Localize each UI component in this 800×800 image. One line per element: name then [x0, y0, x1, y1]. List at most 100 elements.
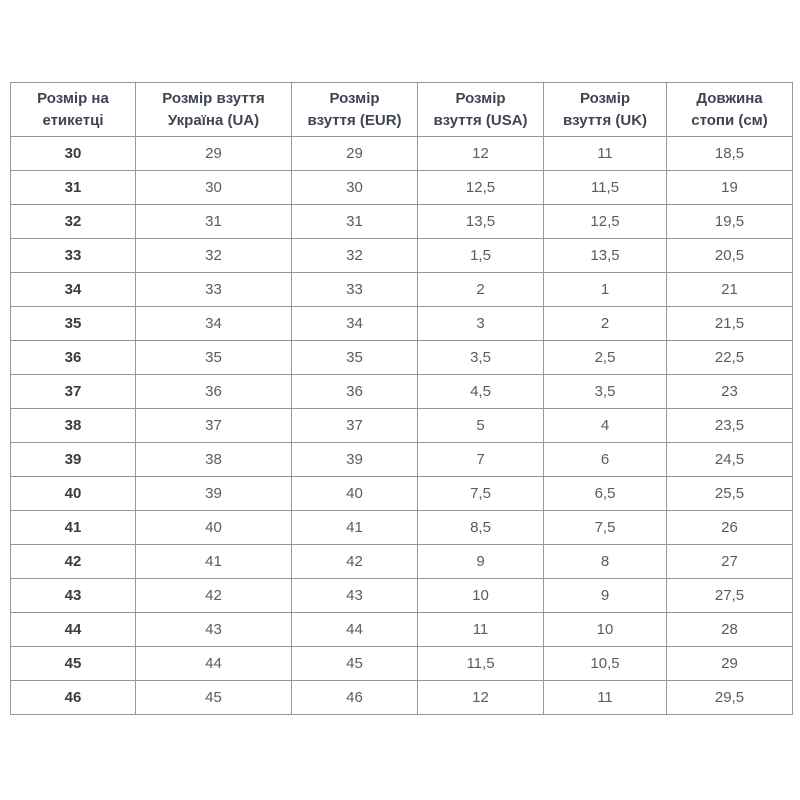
table-row: 30 29 29 12 11 18,5: [10, 136, 793, 171]
cell-usa-size: 3: [417, 306, 544, 341]
column-header-eur-size: Розмір взуття (EUR): [291, 82, 418, 137]
cell-foot-length: 23: [666, 374, 793, 409]
cell-usa-size: 7,5: [417, 476, 544, 511]
cell-usa-size: 5: [417, 408, 544, 443]
cell-label-size: 42: [10, 544, 136, 579]
cell-ua-size: 33: [135, 272, 292, 307]
cell-label-size: 33: [10, 238, 136, 273]
cell-ua-size: 36: [135, 374, 292, 409]
cell-foot-length: 27,5: [666, 578, 793, 613]
cell-label-size: 46: [10, 680, 136, 715]
cell-ua-size: 30: [135, 170, 292, 205]
table-row: 36 35 35 3,5 2,5 22,5: [10, 340, 793, 375]
cell-eur-size: 37: [291, 408, 418, 443]
cell-foot-length: 21: [666, 272, 793, 307]
cell-foot-length: 23,5: [666, 408, 793, 443]
cell-usa-size: 10: [417, 578, 544, 613]
cell-uk-size: 11,5: [543, 170, 667, 205]
cell-usa-size: 12,5: [417, 170, 544, 205]
cell-eur-size: 41: [291, 510, 418, 545]
cell-eur-size: 30: [291, 170, 418, 205]
cell-ua-size: 35: [135, 340, 292, 375]
column-header-uk-size: Розмір взуття (UK): [543, 82, 667, 137]
cell-eur-size: 43: [291, 578, 418, 613]
cell-foot-length: 25,5: [666, 476, 793, 511]
cell-label-size: 36: [10, 340, 136, 375]
cell-uk-size: 8: [543, 544, 667, 579]
cell-ua-size: 32: [135, 238, 292, 273]
cell-uk-size: 4: [543, 408, 667, 443]
table-header-row: Розмір на етикетці Розмір взуття Україна…: [10, 82, 793, 137]
cell-foot-length: 26: [666, 510, 793, 545]
table-row: 40 39 40 7,5 6,5 25,5: [10, 476, 793, 511]
column-header-label-size: Розмір на етикетці: [10, 82, 136, 137]
cell-eur-size: 42: [291, 544, 418, 579]
cell-foot-length: 20,5: [666, 238, 793, 273]
cell-label-size: 34: [10, 272, 136, 307]
shoe-size-conversion-table: Розмір на етикетці Розмір взуття Україна…: [10, 82, 793, 715]
table-row: 37 36 36 4,5 3,5 23: [10, 374, 793, 409]
table-row: 42 41 42 9 8 27: [10, 544, 793, 579]
cell-eur-size: 44: [291, 612, 418, 647]
cell-ua-size: 29: [135, 136, 292, 171]
cell-foot-length: 27: [666, 544, 793, 579]
cell-usa-size: 2: [417, 272, 544, 307]
cell-eur-size: 31: [291, 204, 418, 239]
cell-ua-size: 34: [135, 306, 292, 341]
cell-ua-size: 45: [135, 680, 292, 715]
table-row: 46 45 46 12 11 29,5: [10, 680, 793, 715]
cell-label-size: 41: [10, 510, 136, 545]
cell-eur-size: 29: [291, 136, 418, 171]
cell-usa-size: 3,5: [417, 340, 544, 375]
cell-usa-size: 9: [417, 544, 544, 579]
cell-uk-size: 10,5: [543, 646, 667, 681]
cell-uk-size: 9: [543, 578, 667, 613]
cell-eur-size: 45: [291, 646, 418, 681]
cell-label-size: 39: [10, 442, 136, 477]
table-row: 35 34 34 3 2 21,5: [10, 306, 793, 341]
cell-foot-length: 18,5: [666, 136, 793, 171]
cell-foot-length: 19: [666, 170, 793, 205]
cell-label-size: 31: [10, 170, 136, 205]
table-row: 44 43 44 11 10 28: [10, 612, 793, 647]
column-header-usa-size: Розмір взуття (USA): [417, 82, 544, 137]
cell-label-size: 30: [10, 136, 136, 171]
table-row: 39 38 39 7 6 24,5: [10, 442, 793, 477]
cell-usa-size: 4,5: [417, 374, 544, 409]
cell-eur-size: 34: [291, 306, 418, 341]
cell-label-size: 32: [10, 204, 136, 239]
cell-ua-size: 40: [135, 510, 292, 545]
cell-usa-size: 12: [417, 136, 544, 171]
cell-usa-size: 11: [417, 612, 544, 647]
cell-eur-size: 36: [291, 374, 418, 409]
table-row: 32 31 31 13,5 12,5 19,5: [10, 204, 793, 239]
cell-ua-size: 38: [135, 442, 292, 477]
cell-ua-size: 37: [135, 408, 292, 443]
cell-ua-size: 43: [135, 612, 292, 647]
cell-uk-size: 7,5: [543, 510, 667, 545]
cell-uk-size: 11: [543, 136, 667, 171]
cell-usa-size: 1,5: [417, 238, 544, 273]
column-header-ua-size: Розмір взуття Україна (UA): [135, 82, 292, 137]
cell-foot-length: 24,5: [666, 442, 793, 477]
cell-uk-size: 11: [543, 680, 667, 715]
cell-uk-size: 2,5: [543, 340, 667, 375]
cell-foot-length: 22,5: [666, 340, 793, 375]
cell-eur-size: 46: [291, 680, 418, 715]
cell-foot-length: 19,5: [666, 204, 793, 239]
cell-usa-size: 11,5: [417, 646, 544, 681]
cell-uk-size: 1: [543, 272, 667, 307]
cell-ua-size: 42: [135, 578, 292, 613]
cell-uk-size: 3,5: [543, 374, 667, 409]
table-row: 33 32 32 1,5 13,5 20,5: [10, 238, 793, 273]
cell-ua-size: 44: [135, 646, 292, 681]
cell-eur-size: 33: [291, 272, 418, 307]
cell-uk-size: 10: [543, 612, 667, 647]
cell-foot-length: 29: [666, 646, 793, 681]
cell-uk-size: 6,5: [543, 476, 667, 511]
cell-label-size: 43: [10, 578, 136, 613]
cell-uk-size: 13,5: [543, 238, 667, 273]
cell-ua-size: 41: [135, 544, 292, 579]
cell-usa-size: 8,5: [417, 510, 544, 545]
cell-usa-size: 7: [417, 442, 544, 477]
